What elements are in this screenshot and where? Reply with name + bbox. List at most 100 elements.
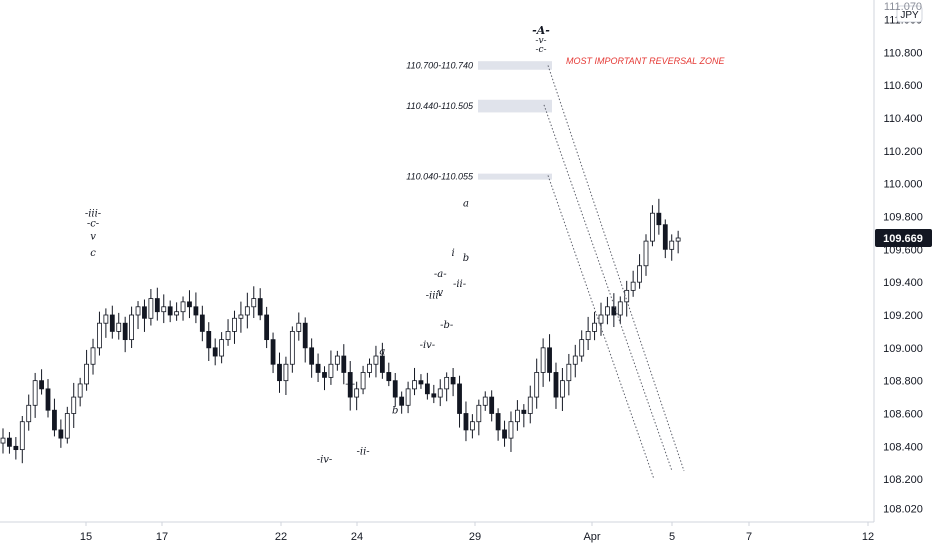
candle[interactable] (58, 419, 64, 448)
candle[interactable] (572, 344, 578, 378)
candle[interactable] (52, 398, 57, 437)
candle[interactable] (116, 312, 122, 340)
candle[interactable] (463, 401, 469, 442)
candle[interactable] (71, 382, 77, 428)
candle[interactable] (302, 317, 308, 363)
candle[interactable] (39, 369, 44, 395)
candle[interactable] (585, 316, 591, 351)
candle[interactable] (103, 308, 109, 338)
candle[interactable] (521, 404, 527, 428)
candle[interactable] (482, 391, 488, 411)
candle[interactable] (219, 332, 225, 364)
candle[interactable] (257, 288, 263, 321)
candle[interactable] (579, 330, 585, 362)
candle[interactable] (630, 270, 636, 297)
candle[interactable] (277, 352, 282, 393)
candle[interactable] (90, 338, 96, 375)
candle[interactable] (540, 338, 546, 387)
candle[interactable] (167, 300, 173, 323)
candle[interactable] (309, 338, 315, 378)
candle[interactable] (392, 372, 398, 407)
candle[interactable] (45, 379, 51, 418)
candle[interactable] (328, 350, 334, 385)
candle[interactable] (334, 350, 340, 371)
time-axis[interactable]: 15 17 22 24 29 Apr 5 7 12 (80, 522, 874, 543)
candle[interactable] (431, 384, 437, 404)
candle[interactable] (347, 361, 353, 411)
candle[interactable] (360, 365, 366, 395)
candle[interactable] (527, 385, 533, 424)
candle[interactable] (135, 301, 141, 330)
candle[interactable] (469, 414, 475, 439)
candle[interactable] (373, 345, 379, 378)
candle[interactable] (495, 408, 501, 441)
candle[interactable] (199, 305, 205, 342)
candle[interactable] (592, 311, 597, 341)
candle[interactable] (457, 375, 462, 428)
candle[interactable] (142, 299, 147, 332)
candle[interactable] (444, 372, 450, 402)
plot-area[interactable]: 110.700-110.740 110.440-110.505 110.040-11… (0, 24, 726, 480)
candle[interactable] (289, 326, 295, 373)
candle[interactable] (32, 372, 38, 418)
candle[interactable] (560, 367, 565, 412)
candle[interactable] (232, 310, 237, 344)
candle[interactable] (643, 234, 649, 276)
candle[interactable] (238, 301, 244, 333)
projection-line[interactable] (547, 175, 655, 480)
candle[interactable] (212, 338, 218, 366)
candle[interactable] (296, 312, 302, 341)
candle[interactable] (669, 234, 675, 261)
candle[interactable] (566, 353, 572, 396)
candle[interactable] (489, 390, 495, 422)
candle[interactable] (367, 358, 372, 378)
candle[interactable] (605, 296, 610, 325)
candle[interactable] (7, 432, 12, 454)
candle[interactable] (187, 290, 192, 319)
candle[interactable] (97, 311, 102, 356)
candle[interactable] (161, 294, 167, 324)
candle[interactable] (547, 334, 552, 382)
candle[interactable] (129, 306, 135, 348)
candle[interactable] (637, 254, 642, 289)
candle[interactable] (77, 377, 83, 407)
candle[interactable] (26, 394, 32, 431)
candle[interactable] (148, 289, 154, 326)
candle[interactable] (244, 292, 250, 329)
candle[interactable] (19, 416, 25, 464)
projection-line[interactable] (547, 65, 685, 472)
candle[interactable] (424, 372, 430, 400)
candle[interactable] (264, 306, 270, 349)
candle[interactable] (322, 366, 327, 391)
candle[interactable] (354, 381, 360, 411)
candle[interactable] (341, 344, 347, 385)
candle[interactable] (154, 287, 160, 321)
candle[interactable] (206, 322, 212, 362)
candle[interactable] (515, 400, 520, 431)
candle[interactable] (450, 368, 456, 397)
candle[interactable] (662, 219, 668, 259)
candle[interactable] (412, 367, 417, 396)
candle[interactable] (553, 362, 559, 409)
price-zone[interactable] (478, 173, 552, 180)
candle[interactable] (315, 353, 321, 383)
candle[interactable] (225, 319, 231, 346)
price-zone[interactable] (478, 61, 552, 70)
symbol-badge[interactable]: JPY (896, 5, 923, 23)
candle[interactable] (508, 411, 514, 452)
candle[interactable] (109, 305, 115, 339)
candle[interactable] (399, 391, 405, 414)
candle[interactable] (174, 302, 180, 321)
price-zone[interactable] (478, 99, 552, 113)
candle[interactable] (64, 406, 70, 444)
candle[interactable] (598, 302, 604, 336)
candle[interactable] (251, 286, 257, 319)
candle[interactable] (0, 428, 6, 454)
candle[interactable] (193, 292, 199, 324)
candle[interactable] (437, 379, 443, 407)
price-axis[interactable]: 108.020 108.200 108.400 108.600 108.800 109.0… (883, 14, 923, 515)
candle[interactable] (405, 381, 411, 414)
candle[interactable] (386, 362, 392, 387)
candle[interactable] (122, 316, 128, 353)
candle[interactable] (534, 358, 540, 409)
